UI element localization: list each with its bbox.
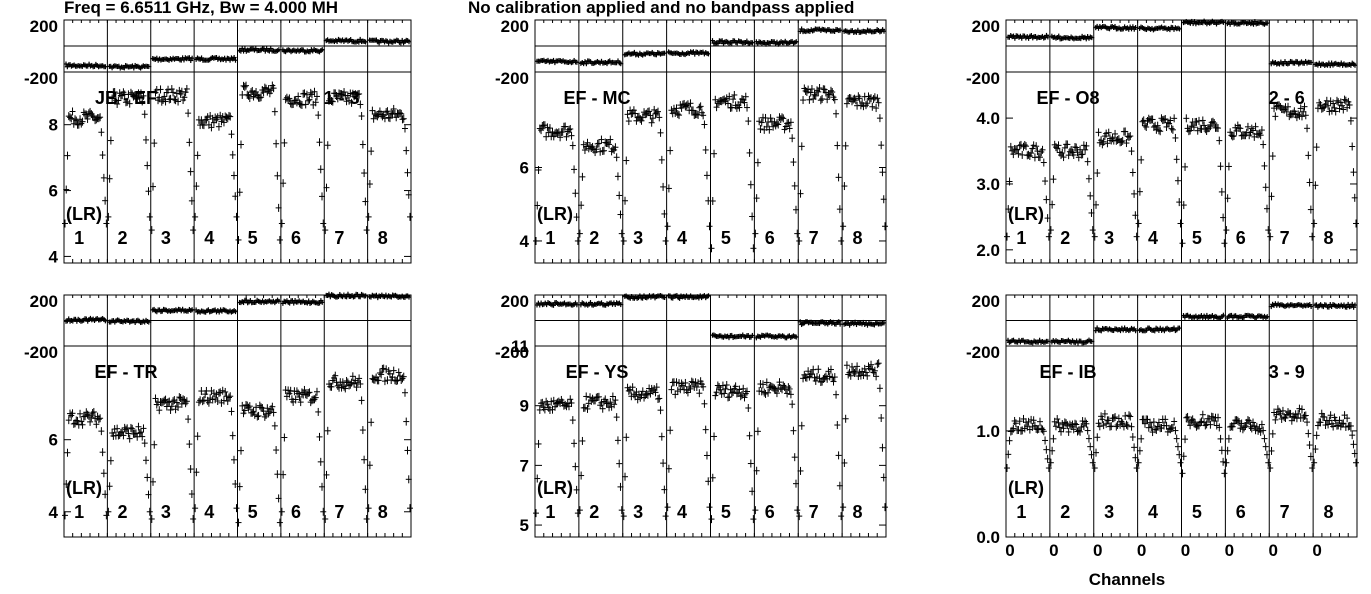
phase-tick-label: 200 (501, 17, 529, 36)
amp-tick-label: 6 (49, 182, 58, 201)
if-label: 7 (334, 228, 344, 248)
baseline-panel: 200 -200 4.0 3.0 2.0 EF - O8 2 - 6 (LR) 1 2 3 4 5 6 7 8 (966, 17, 1359, 264)
phase-tick-label: -200 (24, 343, 58, 362)
if-label: 1 (74, 228, 84, 248)
if-label: 2 (118, 228, 128, 248)
if-label: 2 (118, 502, 128, 522)
if-label: 2 (1060, 228, 1070, 248)
if-label: 5 (248, 228, 258, 248)
if-label: 5 (248, 502, 258, 522)
phase-tick-label: 200 (972, 17, 1000, 36)
if-label: 3 (633, 228, 643, 248)
if-label: 1 (545, 228, 555, 248)
if-label: 8 (378, 228, 388, 248)
amp-tick-label: 4 (49, 247, 59, 266)
phase-tick-label: 200 (30, 17, 58, 36)
if-label: 3 (161, 228, 171, 248)
if-label: 6 (291, 502, 301, 522)
baseline-label: JB - EF (95, 88, 157, 108)
if-label: 7 (809, 228, 819, 248)
phase-tick-label: -200 (24, 69, 58, 88)
if-label: 6 (291, 228, 301, 248)
baseline-label: EF - MC (564, 88, 631, 108)
amp-tick-label: 2.0 (976, 241, 1000, 260)
phase-tick-label: -200 (495, 343, 529, 362)
amp-tick-label: 9 (520, 397, 529, 416)
amp-tick-label: 4 (49, 503, 59, 522)
if-label: 6 (1236, 228, 1246, 248)
if-label: 1 (74, 502, 84, 522)
if-label: 6 (765, 228, 775, 248)
reference-label: 2 - 6 (1269, 88, 1305, 108)
phase-tick-label: 200 (501, 292, 529, 311)
amp-tick-label: 11 (511, 337, 529, 356)
if-label: 5 (721, 228, 731, 248)
amp-tick-label: 4.0 (976, 109, 1000, 128)
if-label: 4 (1148, 228, 1158, 248)
if-label: 5 (1192, 228, 1202, 248)
amp-tick-label: 4 (520, 232, 530, 251)
phase-tick-label: 200 (30, 292, 58, 311)
polarization-label: (LR) (66, 478, 102, 498)
polarization-label: (LR) (537, 204, 573, 224)
baseline-label: EF - O8 (1036, 88, 1099, 108)
if-label: 3 (1104, 228, 1114, 248)
if-label: 8 (852, 228, 862, 248)
if-label: 4 (204, 228, 214, 248)
amp-tick-label: 6 (49, 431, 58, 450)
reference-label: 1 - 3 (324, 88, 360, 108)
if-label: 8 (1323, 228, 1333, 248)
if-label: 2 (589, 228, 599, 248)
phase-tick-label: -200 (495, 69, 529, 88)
frequency-header: Freq = 6.6511 GHz, Bw = 4.000 MH (64, 0, 338, 17)
amp-tick-label: 7 (520, 456, 529, 475)
amp-tick-label: 5 (520, 516, 529, 535)
if-label: 8 (378, 502, 388, 522)
amp-tick-label: 3.0 (976, 175, 1000, 194)
baseline-panel: 200 -200 8 6 4 JB - EF 1 - 3 (LR) 1 2 3 4 5 6 7 8 (24, 17, 413, 266)
x-axis-title: Channels (1089, 570, 1166, 589)
if-label: 7 (334, 502, 344, 522)
if-label: 1 (1016, 228, 1026, 248)
phase-tick-label: -200 (966, 69, 1000, 88)
amp-tick-label: 8 (49, 116, 58, 135)
calibration-header: No calibration applied and no bandpass a… (468, 0, 854, 17)
if-label: 7 (1280, 228, 1290, 248)
if-label: 4 (204, 502, 214, 522)
baseline-panel: 200 -200 6 4 EF - MC (LR) 1 2 3 4 5 6 7 8 (495, 17, 888, 264)
polarization-label: (LR) (1008, 204, 1044, 224)
baseline-label: EF - TR (95, 362, 158, 382)
polarization-label: (LR) (66, 204, 102, 224)
if-label: 4 (677, 228, 687, 248)
baseline-panel: 200 -200 6 4 EF - TR (LR) 1 2 3 4 5 6 7 8 (24, 291, 413, 538)
amp-tick-label: 6 (520, 159, 529, 178)
if-label: 3 (161, 502, 171, 522)
